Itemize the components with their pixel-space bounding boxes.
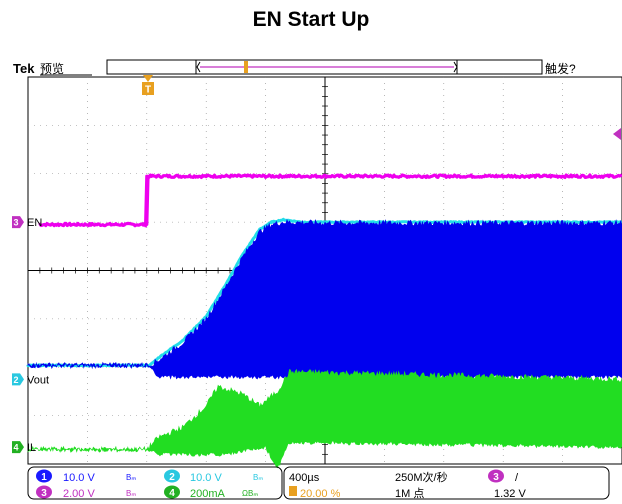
ch1-scale: 10.0 V — [63, 472, 95, 484]
sample-rate: 250M次/秒 — [395, 470, 448, 484]
trace-il — [27, 368, 622, 469]
ch3-scale: 2.00 V — [63, 488, 95, 500]
channel-readout-box — [27, 466, 283, 500]
record-length: 1M 点 — [395, 487, 424, 500]
ch2-num: 2 — [169, 472, 175, 483]
record-window-bracket — [196, 61, 458, 73]
channel-name: Vout — [27, 374, 49, 386]
channel-marker-num: 2 — [13, 375, 18, 385]
ch4-badge — [164, 485, 180, 499]
trigger-source-badge — [488, 469, 504, 483]
record-overview-frame — [106, 59, 543, 75]
mode-label: 预览 — [40, 61, 64, 76]
channel-marker-num: 4 — [13, 443, 18, 453]
channel-name: IL — [27, 442, 36, 454]
record-trigger-position — [244, 61, 248, 73]
trigger-slope: / — [515, 472, 519, 484]
scope-header: Tek 预览 触发? — [13, 59, 576, 76]
ch4-num: 4 — [169, 488, 175, 499]
channel-marker-num: 3 — [13, 218, 18, 228]
trigger-source: 3 — [493, 472, 499, 483]
channel-marker — [12, 441, 24, 454]
timebase-position: 20.00 % — [300, 488, 341, 500]
timebase-position-icon — [289, 486, 297, 496]
ch2-scale: 10.0 V — [190, 472, 222, 484]
trace-en — [38, 173, 622, 228]
ch3-num: 3 — [41, 488, 47, 499]
ch2-badge — [164, 469, 180, 483]
ch4-coupling: ΩBₘ — [242, 489, 258, 498]
channel-marker — [12, 216, 24, 229]
ch2-coupling: Bₘ — [253, 473, 263, 482]
trace-vout-fill — [27, 218, 622, 380]
waveform-traces — [26, 173, 622, 469]
ch1-badge — [36, 469, 52, 483]
chart-title: EN Start Up — [252, 8, 370, 31]
acquisition-readout-box — [283, 466, 610, 500]
channel-name: EN — [27, 217, 42, 229]
trigger-level: 1.32 V — [494, 488, 526, 500]
channel-labels: 3 EN 2 Vout 4 IL — [12, 216, 49, 454]
readout-bar: 1 10.0 V Bₘ 2 10.0 V Bₘ 3 2.00 V Bₘ 4 20… — [27, 466, 610, 500]
trigger-status-label: 触发? — [545, 61, 576, 76]
channel-label-vout: 2 Vout — [12, 373, 49, 386]
brand-label: Tek — [13, 61, 35, 76]
timebase-scale: 400µs — [289, 472, 320, 484]
ch1-num: 1 — [41, 472, 47, 483]
ch1-coupling: Bₘ — [126, 473, 136, 482]
ch4-scale: 200mA — [190, 488, 226, 500]
svg-text:T: T — [145, 85, 151, 96]
channel-label-il: 4 IL — [12, 441, 36, 454]
channel-marker — [12, 373, 24, 386]
channel-label-en: 3 EN — [12, 216, 42, 229]
ch3-badge — [36, 485, 52, 499]
ch3-coupling: Bₘ — [126, 489, 136, 498]
trigger-level-arrow — [613, 128, 621, 140]
trigger-position-marker: T — [142, 75, 154, 96]
